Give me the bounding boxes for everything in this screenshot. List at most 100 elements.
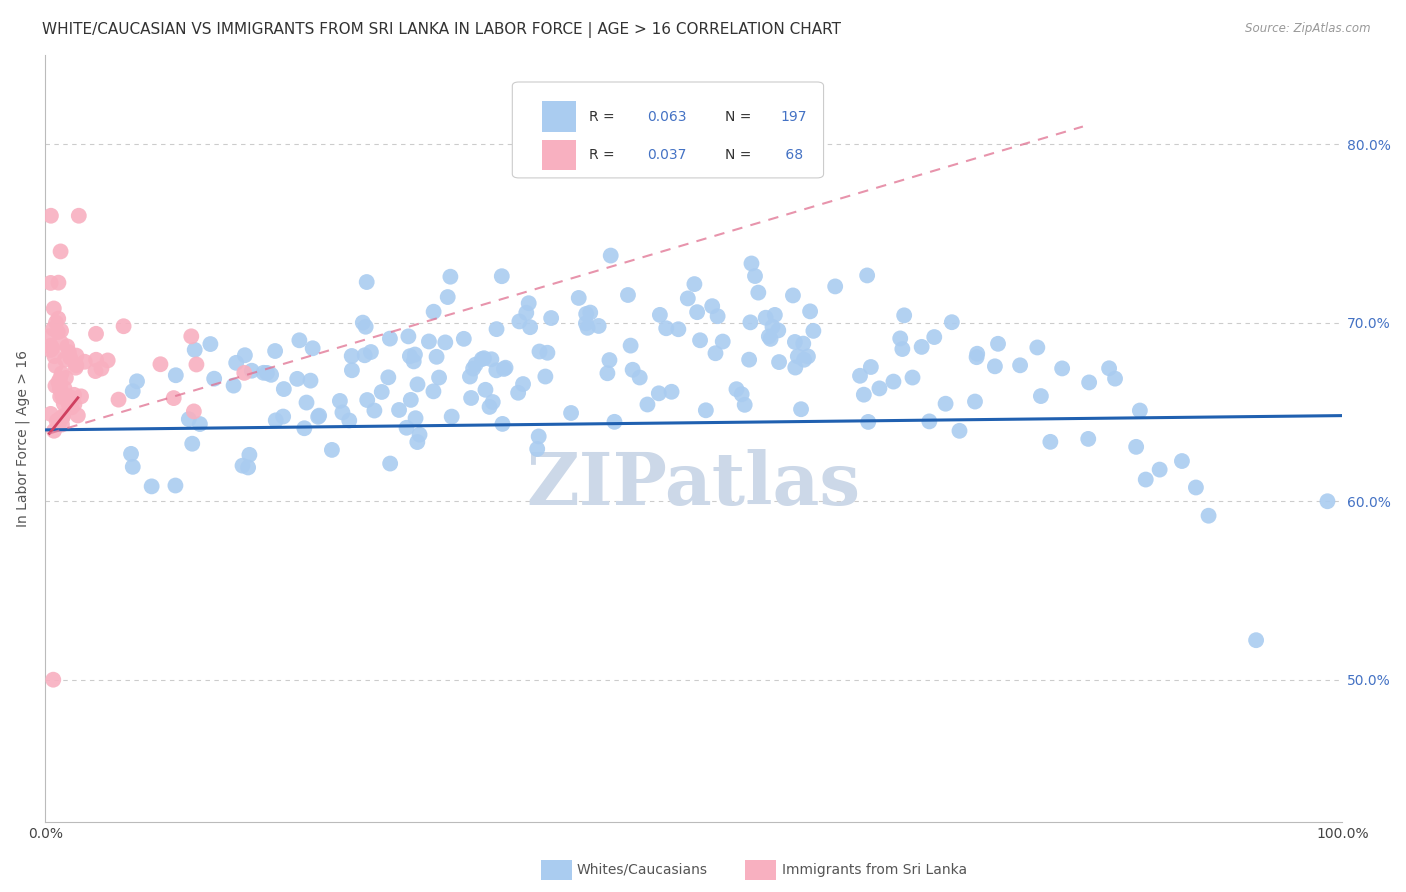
Point xyxy=(427,370,450,384)
Point xyxy=(49,244,72,259)
Point xyxy=(120,447,142,461)
Point xyxy=(378,457,401,471)
Point xyxy=(52,409,75,424)
Point xyxy=(434,335,457,350)
Point xyxy=(783,334,806,349)
Point xyxy=(889,331,911,345)
Point xyxy=(121,384,143,399)
Point xyxy=(464,358,486,372)
Point xyxy=(648,386,671,401)
Text: Source: ZipAtlas.com: Source: ZipAtlas.com xyxy=(1246,22,1371,36)
Point xyxy=(744,268,766,283)
Point xyxy=(575,307,598,321)
Point xyxy=(576,321,599,335)
Point xyxy=(406,377,429,392)
Point xyxy=(45,359,67,373)
Point xyxy=(44,349,66,363)
Point xyxy=(256,366,278,380)
Point xyxy=(233,348,256,362)
Point xyxy=(485,322,508,336)
Point xyxy=(356,275,378,289)
Point xyxy=(948,424,970,438)
Point xyxy=(39,338,62,352)
Point xyxy=(474,383,496,397)
Text: Immigrants from Sri Lanka: Immigrants from Sri Lanka xyxy=(782,863,967,877)
Point xyxy=(240,364,263,378)
Point xyxy=(44,379,66,393)
Point xyxy=(768,323,790,337)
Point xyxy=(295,395,318,409)
Point xyxy=(121,459,143,474)
Point xyxy=(65,359,87,373)
Point xyxy=(440,409,463,424)
Point xyxy=(882,375,904,389)
Point xyxy=(340,363,363,377)
Point xyxy=(285,372,308,386)
Point xyxy=(73,355,96,369)
Point xyxy=(648,308,671,322)
Point xyxy=(165,368,187,383)
Point xyxy=(1010,359,1032,373)
Point xyxy=(58,345,80,359)
Point xyxy=(512,377,534,392)
Point xyxy=(377,370,399,384)
Point xyxy=(84,352,107,367)
Point xyxy=(42,301,65,316)
Point xyxy=(1185,481,1208,495)
Point xyxy=(59,391,82,405)
Point xyxy=(52,410,75,425)
Point xyxy=(621,363,644,377)
Point xyxy=(987,336,1010,351)
Point xyxy=(755,310,778,325)
Point xyxy=(55,371,77,385)
Point xyxy=(792,336,814,351)
Point xyxy=(481,352,503,367)
Point xyxy=(292,421,315,435)
Point xyxy=(852,387,875,401)
Point xyxy=(299,374,322,388)
Point xyxy=(273,382,295,396)
Point xyxy=(706,310,728,324)
Point xyxy=(183,404,205,418)
Point xyxy=(271,409,294,424)
Point xyxy=(918,414,941,428)
Point xyxy=(38,329,60,343)
Point xyxy=(404,347,426,361)
Text: Whites/Caucasians: Whites/Caucasians xyxy=(576,863,707,877)
Point xyxy=(759,332,782,346)
Point xyxy=(252,366,274,380)
Point xyxy=(329,393,352,408)
Point xyxy=(740,315,762,329)
Point xyxy=(963,394,986,409)
Point xyxy=(49,324,72,338)
Point xyxy=(125,374,148,388)
Point xyxy=(439,269,461,284)
Point xyxy=(458,369,481,384)
Point xyxy=(402,354,425,368)
Point xyxy=(911,340,934,354)
Point xyxy=(579,305,602,319)
FancyBboxPatch shape xyxy=(512,82,824,178)
Point xyxy=(786,350,808,364)
Point xyxy=(363,403,385,417)
Point xyxy=(740,256,762,270)
Point xyxy=(48,417,70,431)
Point xyxy=(49,335,72,350)
Point xyxy=(332,405,354,419)
Point xyxy=(42,322,65,336)
Point xyxy=(1244,633,1267,648)
Point xyxy=(371,384,394,399)
Point xyxy=(436,290,458,304)
Point xyxy=(966,350,988,364)
Point xyxy=(352,316,374,330)
Point xyxy=(689,333,711,347)
Point xyxy=(65,349,87,363)
Point xyxy=(453,332,475,346)
Point xyxy=(738,352,761,367)
Point xyxy=(491,269,513,284)
Text: 68: 68 xyxy=(780,148,803,161)
Point xyxy=(66,409,89,423)
Point xyxy=(39,276,62,290)
Point xyxy=(519,320,541,334)
Point xyxy=(603,415,626,429)
